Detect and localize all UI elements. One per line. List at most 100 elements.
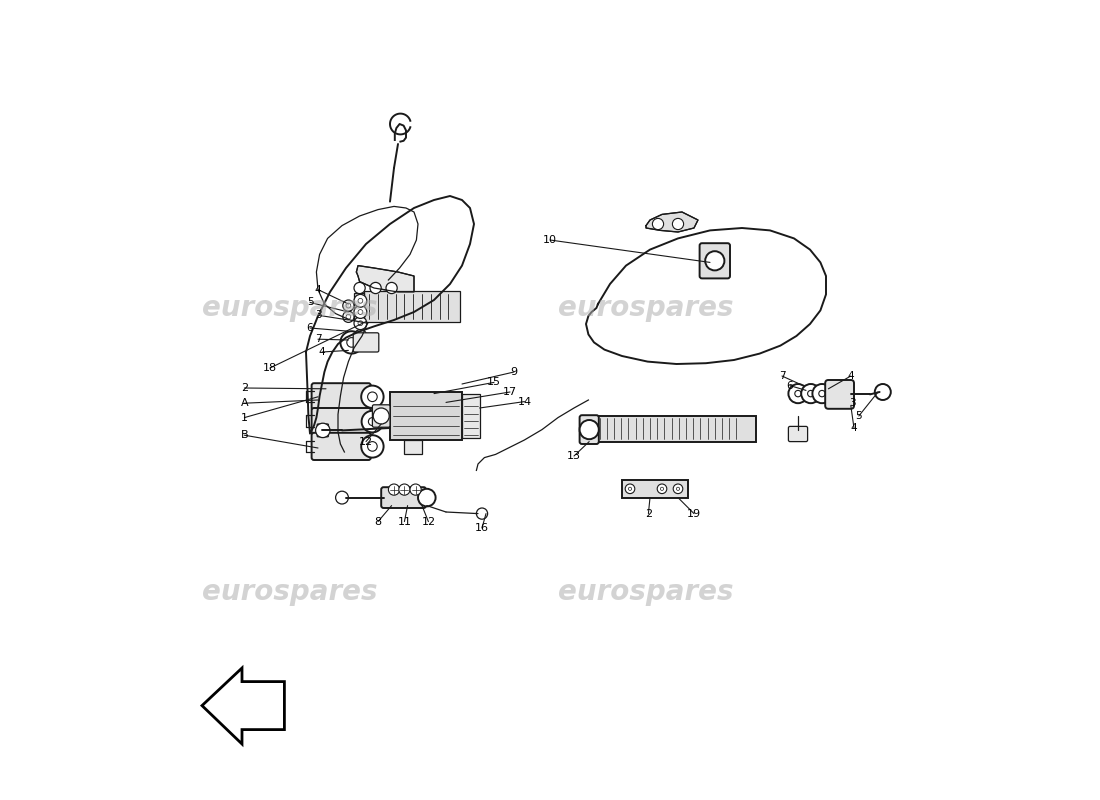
Circle shape	[367, 392, 377, 402]
Text: eurospares: eurospares	[202, 294, 377, 322]
Text: 17: 17	[503, 387, 517, 397]
Text: 18: 18	[263, 363, 277, 373]
Circle shape	[813, 384, 832, 403]
Circle shape	[354, 306, 366, 318]
Text: 4: 4	[847, 371, 854, 381]
Circle shape	[361, 435, 384, 458]
Text: A: A	[241, 398, 249, 408]
Text: 2: 2	[241, 383, 248, 393]
Circle shape	[676, 487, 680, 490]
Text: 6: 6	[786, 381, 793, 390]
Polygon shape	[356, 266, 414, 292]
Circle shape	[362, 411, 383, 432]
Circle shape	[418, 489, 436, 506]
Circle shape	[657, 484, 667, 494]
FancyBboxPatch shape	[311, 408, 371, 434]
Text: 13: 13	[566, 451, 581, 461]
Text: 12: 12	[421, 517, 436, 526]
FancyBboxPatch shape	[462, 394, 480, 438]
Circle shape	[354, 294, 366, 307]
FancyBboxPatch shape	[353, 333, 378, 352]
Circle shape	[346, 303, 351, 308]
Circle shape	[628, 487, 631, 490]
FancyBboxPatch shape	[317, 424, 329, 437]
Text: 7: 7	[315, 334, 321, 344]
Circle shape	[795, 390, 801, 397]
Text: 8: 8	[374, 517, 382, 526]
Circle shape	[367, 442, 377, 451]
Circle shape	[388, 484, 399, 495]
Text: 16: 16	[475, 523, 490, 533]
Circle shape	[672, 218, 683, 230]
Circle shape	[652, 218, 663, 230]
FancyBboxPatch shape	[405, 440, 422, 454]
Text: 1: 1	[241, 413, 248, 422]
Circle shape	[346, 314, 351, 319]
Text: 3: 3	[849, 398, 856, 408]
Text: 5: 5	[856, 411, 862, 421]
Circle shape	[476, 508, 487, 519]
Circle shape	[368, 418, 376, 426]
FancyBboxPatch shape	[596, 416, 757, 442]
Circle shape	[386, 282, 397, 294]
Polygon shape	[646, 212, 698, 232]
Circle shape	[373, 408, 389, 424]
Circle shape	[358, 310, 363, 314]
Circle shape	[358, 334, 363, 338]
Text: B: B	[241, 430, 249, 440]
Text: 2: 2	[645, 509, 652, 518]
Circle shape	[818, 390, 825, 397]
FancyBboxPatch shape	[390, 392, 462, 440]
Circle shape	[705, 251, 725, 270]
Text: 10: 10	[543, 235, 557, 245]
FancyBboxPatch shape	[311, 433, 371, 460]
Circle shape	[580, 420, 598, 439]
FancyBboxPatch shape	[825, 380, 854, 409]
Circle shape	[410, 484, 421, 495]
FancyBboxPatch shape	[580, 415, 598, 444]
FancyBboxPatch shape	[311, 383, 371, 410]
Circle shape	[343, 311, 354, 322]
Text: eurospares: eurospares	[558, 578, 734, 606]
Text: 4: 4	[850, 423, 857, 433]
Text: 12: 12	[359, 437, 373, 446]
FancyBboxPatch shape	[382, 487, 426, 508]
FancyBboxPatch shape	[373, 405, 390, 427]
Circle shape	[354, 317, 366, 330]
Circle shape	[336, 491, 349, 504]
Circle shape	[346, 338, 356, 347]
Circle shape	[874, 384, 891, 400]
Circle shape	[807, 390, 814, 397]
Text: 3: 3	[315, 310, 321, 320]
Circle shape	[358, 298, 363, 303]
Text: 9: 9	[510, 367, 518, 377]
FancyBboxPatch shape	[621, 480, 688, 498]
Text: eurospares: eurospares	[558, 294, 734, 322]
Circle shape	[789, 384, 807, 403]
FancyBboxPatch shape	[789, 426, 807, 442]
Polygon shape	[202, 668, 285, 744]
Text: 15: 15	[487, 378, 500, 387]
Circle shape	[801, 384, 821, 403]
Circle shape	[370, 282, 382, 294]
Circle shape	[354, 330, 366, 342]
Circle shape	[673, 484, 683, 494]
Circle shape	[358, 321, 363, 326]
Text: 4: 4	[315, 285, 321, 294]
FancyBboxPatch shape	[364, 291, 461, 322]
Text: 7: 7	[779, 371, 785, 381]
Circle shape	[340, 331, 363, 354]
FancyBboxPatch shape	[700, 243, 730, 278]
Circle shape	[354, 282, 365, 294]
Text: 4: 4	[319, 347, 326, 357]
Text: 5: 5	[307, 298, 314, 307]
Text: 11: 11	[397, 517, 411, 526]
Circle shape	[343, 300, 354, 311]
Text: eurospares: eurospares	[202, 578, 377, 606]
Circle shape	[316, 423, 330, 438]
Circle shape	[361, 386, 384, 408]
Circle shape	[660, 487, 663, 490]
Circle shape	[625, 484, 635, 494]
FancyBboxPatch shape	[354, 293, 364, 320]
Circle shape	[399, 484, 410, 495]
